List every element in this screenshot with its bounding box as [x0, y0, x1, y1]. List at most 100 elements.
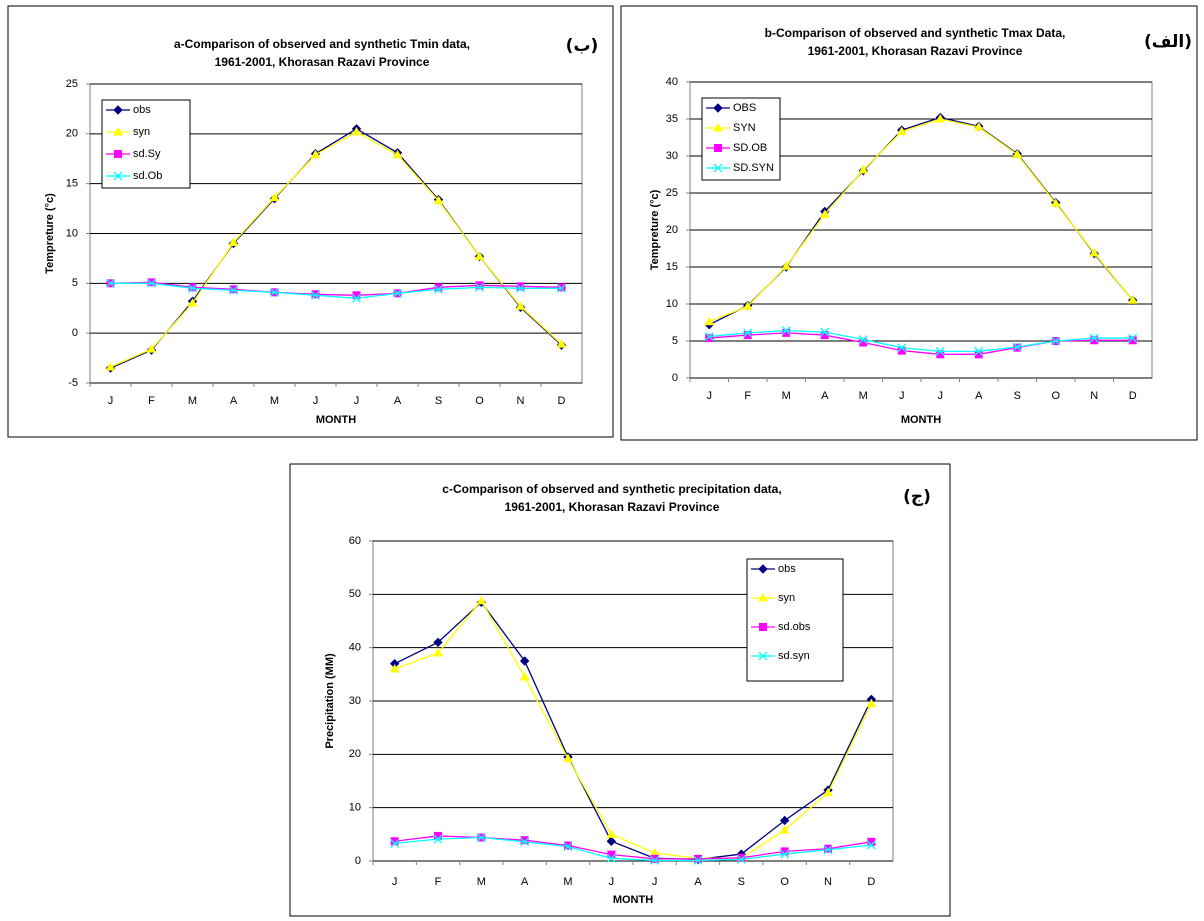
chart-title: a-Comparison of observed and synthetic T…: [174, 37, 470, 51]
marker: [650, 854, 659, 863]
marker: [310, 149, 321, 159]
marker: [563, 753, 573, 763]
x-tick-label: J: [652, 876, 658, 888]
x-tick-label: S: [435, 395, 442, 407]
marker: [106, 278, 115, 288]
panel-label: (ب): [566, 36, 599, 56]
series-line: [709, 329, 1133, 353]
marker: [564, 841, 572, 850]
series-line: [394, 836, 872, 862]
marker: [779, 825, 790, 834]
marker: [606, 853, 616, 863]
x-tick-label: N: [517, 395, 525, 407]
y-tick-label: 25: [666, 187, 678, 199]
legend-marker: [713, 163, 723, 173]
marker: [824, 844, 832, 853]
x-tick-label: A: [230, 395, 238, 407]
marker: [973, 122, 984, 131]
marker: [311, 290, 320, 299]
panel-label: (ج): [903, 487, 931, 507]
y-tick-label: 10: [66, 227, 78, 239]
x-tick-label: N: [1090, 390, 1098, 402]
marker: [269, 192, 280, 202]
marker: [563, 842, 573, 852]
marker: [519, 656, 530, 666]
chart-title: 1961-2001, Khorasan Razavi Province: [215, 55, 430, 69]
marker: [935, 113, 946, 123]
marker: [820, 327, 830, 337]
marker: [557, 283, 566, 292]
chart-title: 1961-2001, Khorasan Razavi Province: [808, 44, 1023, 58]
marker: [897, 343, 907, 353]
marker: [782, 328, 791, 337]
series-line: [709, 118, 1134, 323]
marker: [1012, 149, 1023, 159]
x-tick-label: O: [475, 395, 484, 407]
marker: [1089, 247, 1100, 257]
marker: [705, 334, 714, 343]
marker: [228, 237, 239, 246]
legend-marker: [113, 105, 123, 115]
legend-label: obs: [778, 563, 796, 575]
legend-marker: [758, 592, 768, 602]
series-line: [110, 131, 562, 368]
marker: [743, 328, 753, 338]
x-tick-label: J: [609, 876, 615, 888]
y-tick-label: 30: [666, 150, 678, 162]
marker: [188, 283, 197, 292]
y-tick-label: 10: [349, 802, 361, 814]
marker: [147, 278, 156, 288]
series-line: [110, 281, 562, 296]
x-tick-label: J: [313, 395, 319, 407]
y-tick-label: 40: [666, 76, 678, 88]
x-tick-label: A: [394, 395, 402, 407]
marker: [819, 209, 830, 218]
y-tick-label: 25: [66, 78, 78, 90]
y-tick-label: 0: [355, 855, 361, 867]
marker: [780, 849, 790, 859]
marker: [146, 344, 157, 353]
legend-marker: [114, 150, 122, 158]
marker: [737, 853, 746, 862]
marker: [556, 339, 567, 348]
marker: [434, 284, 443, 294]
legend-label: sd.syn: [778, 650, 810, 662]
legend-label: SD.SYN: [733, 162, 774, 174]
legend-label: sd.Ob: [133, 170, 162, 182]
marker: [1051, 336, 1061, 346]
marker: [475, 282, 484, 292]
marker: [389, 663, 400, 673]
y-tick-label: 35: [666, 113, 678, 125]
marker: [475, 281, 484, 290]
y-axis-label: Tempreture (°c): [649, 189, 661, 270]
series-line: [110, 282, 562, 299]
x-tick-label: F: [744, 390, 751, 402]
marker: [392, 149, 403, 159]
legend-marker: [758, 651, 768, 661]
series-line: [394, 599, 872, 859]
x-tick-label: J: [707, 390, 713, 402]
legend: obs syn sd.obs sd.syn: [746, 558, 844, 682]
marker: [1089, 333, 1099, 343]
legend-label: syn: [133, 126, 150, 138]
marker: [520, 837, 530, 847]
marker: [519, 671, 530, 681]
x-tick-label: F: [435, 876, 442, 888]
panel-label: (الف): [1144, 32, 1192, 52]
x-tick-label: M: [859, 390, 868, 402]
x-tick-label: N: [824, 876, 832, 888]
y-tick-label: 40: [349, 642, 361, 654]
marker: [858, 165, 869, 174]
marker: [866, 698, 877, 708]
legend-box: [701, 97, 781, 181]
marker: [515, 301, 526, 310]
marker: [188, 283, 197, 293]
x-tick-label: A: [694, 876, 702, 888]
marker: [390, 837, 399, 846]
legend: OBS SYN SD.OB SD.SYN: [701, 97, 781, 181]
chart-title: c-Comparison of observed and synthetic p…: [442, 482, 781, 496]
x-axis-label: MONTH: [613, 894, 653, 906]
marker: [433, 834, 443, 844]
marker: [896, 126, 907, 136]
